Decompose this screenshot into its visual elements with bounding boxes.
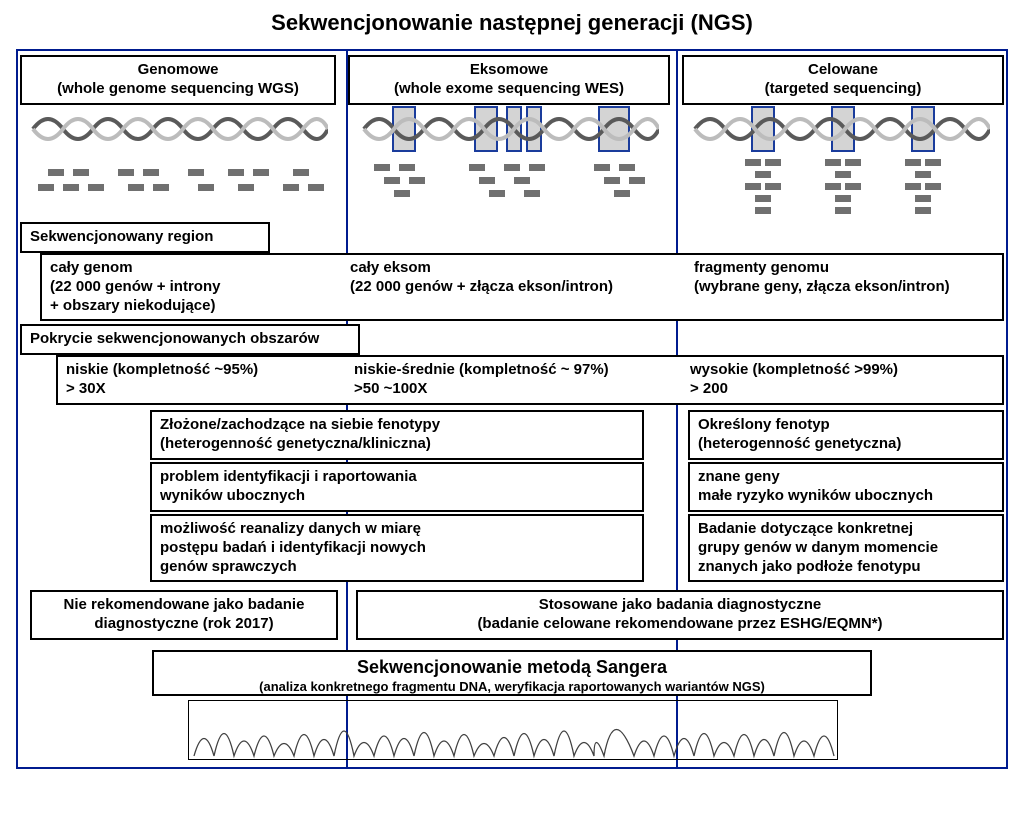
dna-graphic-eksomowe (359, 104, 659, 219)
sanger-title: Sekwencjonowanie metodą Sangera (162, 656, 862, 679)
sanger-box: Sekwencjonowanie metodą Sangera (analiza… (152, 650, 872, 696)
chromatogram-graphic (188, 700, 838, 760)
row-label-region: Sekwencjonowany region (20, 222, 270, 253)
col-header-genomowe: Genomowe (whole genome sequencing WGS) (20, 55, 336, 105)
region-row: cały genom (22 000 genów + introny + obs… (40, 253, 1004, 321)
coverage-row: niskie (kompletność ~95%) > 30X niskie-ś… (56, 355, 1004, 405)
region-col2: cały eksom (22 000 genów + złącza ekson/… (350, 259, 694, 315)
col-header-eksomowe: Eksomowe (whole exome sequencing WES) (348, 55, 670, 105)
feature-right-3: Badanie dotyczące konkretnej grupy genów… (688, 514, 1004, 582)
dna-helix-icon (33, 119, 328, 139)
col-header-line2: (whole genome sequencing WGS) (30, 80, 326, 99)
coverage-col1: niskie (kompletność ~95%) > 30X (66, 361, 354, 399)
exon-highlights-icon (393, 107, 629, 151)
col-header-line1: Eksomowe (358, 61, 660, 80)
feature-right-2: znane geny małe ryzyko wyników ubocznych (688, 462, 1004, 512)
recommendation-left: Nie rekomendowane jako badanie diagnosty… (30, 590, 338, 640)
sanger-subtitle: (analiza konkretnego fragmentu DNA, wery… (162, 679, 862, 695)
feature-left-1: Złożone/zachodzące na siebie fenotypy (h… (150, 410, 644, 460)
coverage-col2: niskie-średnie (kompletność ~ 97%) >50 ~… (354, 361, 690, 399)
feature-left-2: problem identyfikacji i raportowania wyn… (150, 462, 644, 512)
page-title: Sekwencjonowanie następnej generacji (NG… (0, 0, 1024, 42)
chromatogram-peaks-icon (194, 730, 834, 757)
col-header-celowane: Celowane (targeted sequencing) (682, 55, 1004, 105)
region-col3: fragmenty genomu (wybrane geny, złącza e… (694, 259, 994, 315)
dna-graphic-celowane (690, 104, 990, 219)
coverage-col3: wysokie (kompletność >99%) > 200 (690, 361, 994, 399)
reads-scattered-icon (38, 169, 324, 191)
reads-stacked-icon (745, 159, 941, 214)
reads-clustered-icon (374, 164, 645, 197)
dna-graphic-genomowe (28, 104, 328, 219)
col-header-line2: (targeted sequencing) (692, 80, 994, 99)
row-label-coverage: Pokrycie sekwencjonowanych obszarów (20, 324, 360, 355)
region-col1: cały genom (22 000 genów + introny + obs… (50, 259, 350, 315)
col-header-line1: Celowane (692, 61, 994, 80)
col-header-line1: Genomowe (30, 61, 326, 80)
feature-right-1: Określony fenotyp (heterogenność genetyc… (688, 410, 1004, 460)
recommendation-right: Stosowane jako badania diagnostyczne (ba… (356, 590, 1004, 640)
col-header-line2: (whole exome sequencing WES) (358, 80, 660, 99)
feature-left-3: możliwość reanalizy danych w miarę postę… (150, 514, 644, 582)
